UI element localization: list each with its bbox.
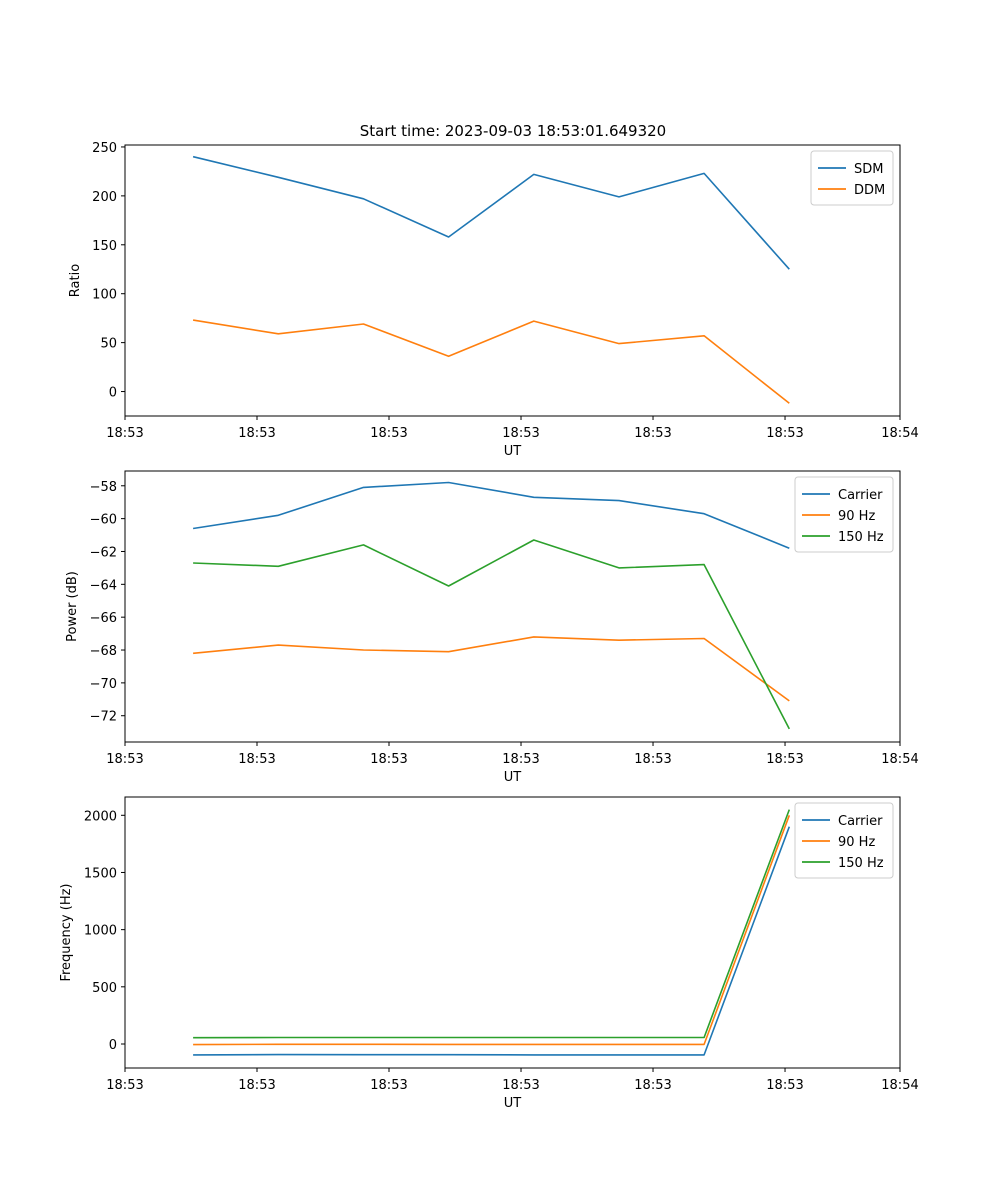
legend: Carrier 90 Hz 150 Hz bbox=[794, 476, 894, 553]
plot-panel-2: 18:53 18:53 18:53 18:53 18:53 18:53 18:54 −72 −7… bbox=[65, 470, 919, 785]
y-tick-label: 500 bbox=[92, 981, 117, 996]
y-tick-label: 0 bbox=[109, 386, 117, 401]
y-tick-label: −62 bbox=[90, 545, 117, 560]
series-line-sdm bbox=[192, 155, 790, 270]
x-tick-label: 18:54 bbox=[881, 752, 918, 767]
y-axis-label: Power (dB) bbox=[65, 571, 80, 642]
x-tick-label: 18:53 bbox=[766, 426, 803, 441]
y-tick-label: −66 bbox=[90, 611, 117, 626]
y-tick-label: 150 bbox=[92, 239, 117, 254]
series-line-90-hz bbox=[193, 636, 790, 702]
y-tick-label: −68 bbox=[90, 644, 117, 659]
y-tick-label: −60 bbox=[90, 513, 117, 528]
x-tick-label: 18:54 bbox=[881, 426, 918, 441]
legend-label: SDM bbox=[854, 162, 883, 177]
legend-label: 150 Hz bbox=[838, 530, 884, 545]
x-tick-label: 18:53 bbox=[238, 1078, 275, 1093]
x-tick-label: 18:53 bbox=[238, 752, 275, 767]
legend-label: Carrier bbox=[838, 488, 883, 503]
x-tick-label: 18:53 bbox=[502, 1078, 539, 1093]
legend-box bbox=[794, 476, 894, 553]
legend-label: 150 Hz bbox=[838, 856, 884, 871]
y-tick-label: 1000 bbox=[84, 924, 117, 939]
x-tick-label: 18:53 bbox=[634, 752, 671, 767]
series-line-150-hz bbox=[193, 809, 791, 1039]
x-tick-label: 18:53 bbox=[502, 752, 539, 767]
y-axis-label: Ratio bbox=[68, 264, 83, 297]
legend-label: 90 Hz bbox=[838, 509, 875, 524]
series-line-150-hz bbox=[193, 539, 791, 730]
x-tick-label: 18:54 bbox=[881, 1078, 918, 1093]
x-tick-label: 18:53 bbox=[502, 426, 539, 441]
y-tick-label: 100 bbox=[92, 288, 117, 303]
y-tick-label: 200 bbox=[92, 190, 117, 205]
x-tick-label: 18:53 bbox=[370, 426, 407, 441]
y-tick-label: −58 bbox=[90, 480, 117, 495]
x-tick-label: 18:53 bbox=[766, 1078, 803, 1093]
series-line-carrier bbox=[193, 826, 791, 1056]
plot-frame bbox=[124, 470, 901, 743]
y-tick-label: −72 bbox=[90, 710, 117, 725]
legend-box bbox=[810, 150, 894, 206]
series-line-ddm bbox=[192, 319, 790, 404]
x-tick-label: 18:53 bbox=[370, 1078, 407, 1093]
x-tick-label: 18:53 bbox=[106, 426, 143, 441]
x-tick-label: 18:53 bbox=[106, 752, 143, 767]
series-line-carrier bbox=[192, 481, 790, 549]
y-tick-label: −70 bbox=[90, 677, 117, 692]
legend: SDM DDM bbox=[810, 150, 894, 206]
legend-label: Carrier bbox=[838, 814, 883, 829]
plot-frame bbox=[124, 144, 901, 417]
x-tick-label: 18:53 bbox=[238, 426, 275, 441]
y-tick-label: −64 bbox=[90, 578, 117, 593]
x-tick-label: 18:53 bbox=[766, 752, 803, 767]
x-tick-label: 18:53 bbox=[106, 1078, 143, 1093]
chart-title: Start time: 2023-09-03 18:53:01.649320 bbox=[360, 122, 666, 140]
x-tick-label: 18:53 bbox=[634, 426, 671, 441]
legend-box bbox=[794, 802, 894, 879]
x-tick-label: 18:53 bbox=[634, 1078, 671, 1093]
y-tick-label: 1500 bbox=[84, 866, 117, 881]
x-axis-label: UT bbox=[504, 444, 522, 459]
plot-frame bbox=[124, 796, 901, 1069]
y-axis-label: Frequency (Hz) bbox=[59, 883, 74, 981]
legend: Carrier 90 Hz 150 Hz bbox=[794, 802, 894, 879]
legend-label: DDM bbox=[854, 183, 885, 198]
x-axis-label: UT bbox=[504, 770, 522, 785]
plot-panel-3: 18:53 18:53 18:53 18:53 18:53 18:53 18:54 0 500 1… bbox=[59, 796, 919, 1111]
x-tick-label: 18:53 bbox=[370, 752, 407, 767]
y-tick-label: 2000 bbox=[84, 809, 117, 824]
y-tick-label: 50 bbox=[100, 337, 117, 352]
plot-panel-1: 18:53 18:53 18:53 18:53 18:53 18:53 18:54 0 50 10… bbox=[68, 141, 919, 459]
legend-label: 90 Hz bbox=[838, 835, 875, 850]
series-line-90-hz bbox=[193, 815, 791, 1046]
y-tick-label: 0 bbox=[109, 1038, 117, 1053]
y-tick-label: 250 bbox=[92, 141, 117, 156]
x-axis-label: UT bbox=[504, 1096, 522, 1111]
